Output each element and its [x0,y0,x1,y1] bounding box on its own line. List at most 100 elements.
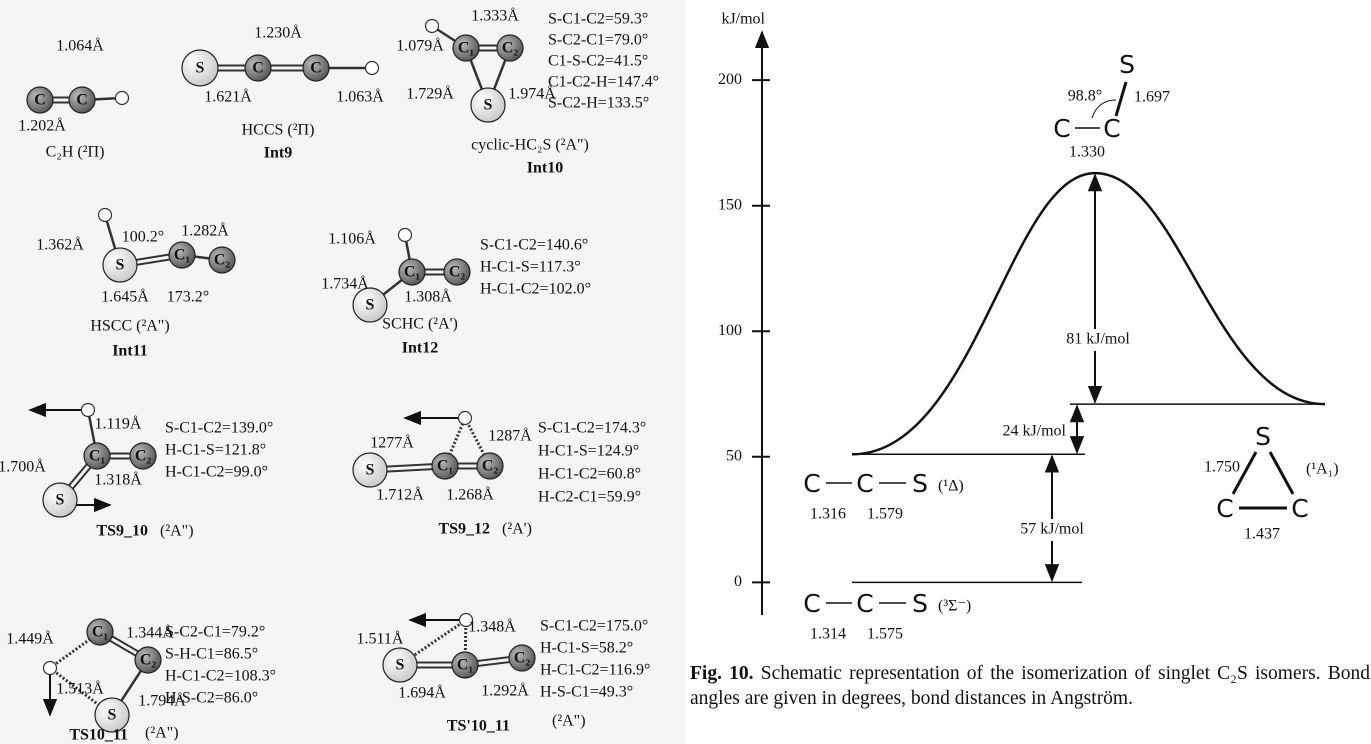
structure-distance: 1.750 [1204,459,1240,476]
structure-distance: 1.330 [1069,144,1105,161]
geometry-label: 1287Å [488,427,532,445]
geometry-label: 1.645Å [101,288,149,306]
y-tick-label: 50 [726,447,742,464]
geometry-label: 1.734Å [321,275,369,293]
y-axis-unit: kJ/mol [721,11,765,28]
species-name: (²A') [502,521,532,538]
geometry-parameter: S-C1-C2=59.3° [548,11,648,28]
atom-label: S [366,462,375,479]
geometry-parameter: H-C2-C1=59.9° [538,489,641,506]
geometry-parameter: S-C1-C2=139.0° [165,420,273,437]
atom-label: C₂ [449,264,466,281]
structure-bond [1116,82,1126,116]
structure-atom: C [803,469,820,498]
geometry-parameter: H-C1-S=58.2° [540,640,633,657]
species-label: TS10_11 [69,727,128,744]
hydrogen-atom [426,20,439,33]
geometry-label: 1.694Å [398,684,446,702]
geometry-label: 1.106Å [328,230,376,248]
geometry-parameter: C1-S-C2=41.5° [548,53,648,70]
geometry-parameter: H-C1-C2=60.8° [538,466,641,483]
hydrogen-atom [459,412,472,425]
structure-distance: 1.437 [1244,526,1280,543]
atom-label: C₂ [214,252,231,269]
geometry-parameter: H-C1-C2=116.9° [540,662,650,679]
atom-label: C₂ [502,40,519,57]
structure-atom: S [912,589,928,618]
hydrogen-atom [399,229,412,242]
barrier-label: 24 kJ/mol [1002,423,1066,440]
y-tick-label: 200 [718,71,742,88]
geometry-parameter: H-C1-S=117.3° [480,259,581,276]
atom-label: C₂ [514,650,531,667]
structure-state: (³Σ⁻) [938,598,971,615]
barrier-label: 81 kJ/mol [1066,331,1130,348]
geometry-label: 1.119Å [95,415,142,433]
geometry-parameter: H-C1-C2=99.0° [165,464,268,481]
geometry-label: 1.621Å [204,88,252,106]
caption-label: Fig. 10. [690,663,754,684]
structure-distance: 1.697 [1134,89,1170,106]
geometry-label: 1.292Å [481,682,529,700]
geometry-label: 1.318Å [94,471,142,489]
species-label: TS9_12 [438,521,490,538]
species-name: HSCC (²A") [90,318,169,335]
species-label: Int9 [264,145,292,162]
atom-label: S [484,97,493,114]
atom-label: C₂ [135,448,152,465]
structure-atom: C [1291,494,1308,523]
atom-label: S [396,657,405,674]
species-label: Int12 [402,340,438,357]
y-tick-label: 150 [718,196,742,213]
hydrogen-atom [44,662,57,675]
geometry-parameter: H-C1-S=124.9° [538,443,639,460]
structure-atom: C [1103,114,1120,143]
species-name: HCCS (²Π) [242,122,315,139]
geometry-parameter: H-C1-C2=102.0° [480,281,591,298]
atom-label: S [56,492,65,509]
page: {"molecules":[ {"atoms":["C","C"],"label… [0,0,1371,744]
species-label: TS'10_11 [447,718,510,735]
y-tick-label: 100 [718,322,742,339]
geometry-parameter: H-S-C1=49.3° [540,684,633,701]
hydrogen-atom [116,92,129,105]
structure-atom: C [856,469,873,498]
geometry-label: 1.230Å [254,24,302,42]
geometry-parameter: S-C2-C1=79.0° [548,32,648,49]
geometry-parameter: C1-C2-H=147.4° [548,74,659,91]
geometry-parameter: H-S-C2=86.0° [165,690,258,707]
atom-label: C₁ [89,448,106,465]
atom-label: S [366,297,375,314]
atom-label: C₁ [458,40,475,57]
atom-label: C₁ [404,264,421,281]
structure-distance: 1.575 [867,626,903,643]
geometry-label: 1.079Å [396,37,444,55]
atom-label: C [252,60,264,77]
geometry-label: 1.063Å [336,88,384,106]
caption: Fig. 10. Schematic representation of the… [690,661,1370,711]
y-tick-label: 0 [734,573,742,590]
geometry-label: 1.712Å [376,486,424,504]
structure-atom: S [912,469,928,498]
atom-label: C [76,92,88,109]
species-name: C₂H (²Π) [46,144,105,161]
structure-atom: S [1255,422,1271,451]
geometry-label: 1.308Å [404,288,452,306]
species-name: (²A") [552,713,586,730]
atom-label: C₂ [482,458,499,475]
species-label: TS9_10 [96,523,148,540]
geometry-label: 100.2° [122,229,164,246]
atom-label: C₁ [92,624,109,641]
structure-atom: S [1119,50,1135,79]
figure: CC1.064Å1.202ÅC₂H (²Π)SCC1.230Å1.621Å1.0… [0,0,1371,744]
structure-atom: C [1053,114,1070,143]
geometry-label: 1.348Å [468,618,516,636]
geometry-label: 1.513Å [56,680,104,698]
hydrogen-atom [99,209,112,222]
structure-bond [1270,452,1293,494]
atom-label: C [34,92,46,109]
geometry-parameter: S-H-C1=86.5° [165,646,258,663]
atom-label: C [310,60,322,77]
species-name: cyclic-HC₂S (²A") [471,137,589,154]
geometry-label: 1277Å [370,434,414,452]
